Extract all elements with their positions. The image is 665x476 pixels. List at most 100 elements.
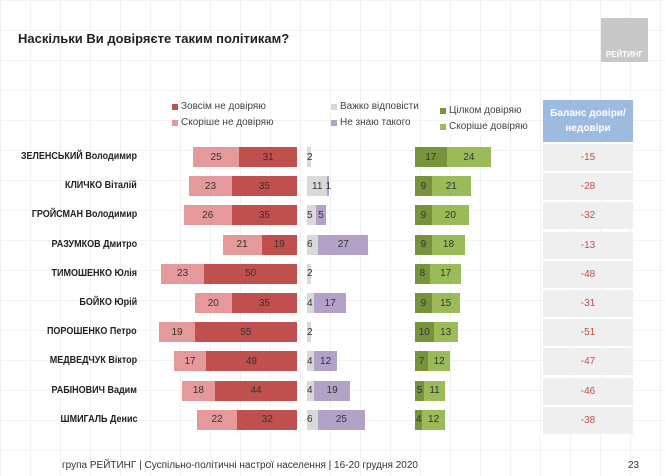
bar-rather-distrust: 22	[196, 409, 238, 430]
candidate-name: ЗЕЛЕНСЬКИЙ Володимир	[20, 151, 137, 162]
bar-hard-to-say: 2	[307, 147, 313, 167]
bar-dont-know: 17	[314, 293, 347, 313]
bar-rather-trust: 17	[429, 263, 462, 284]
bar-rather-trust: 12	[428, 351, 451, 372]
bar-hard-to-say: 5	[307, 205, 317, 226]
bar-fully-trust: 9	[415, 234, 432, 255]
candidate-name: ПОРОШЕНКО Петро	[47, 326, 137, 338]
bar-strong-distrust: 19	[261, 234, 297, 255]
bar-strong-distrust: 31	[239, 147, 297, 167]
legend-swatch	[331, 103, 337, 110]
bar-hard-to-say: 2	[307, 322, 313, 343]
bar-rather-trust: 11	[424, 380, 445, 401]
legend-swatch	[440, 123, 446, 130]
bar-dont-know: 19	[314, 380, 350, 401]
legend-label: Важко відповісти	[340, 101, 419, 112]
balance-header: Баланс довіри/недовіри	[543, 100, 633, 142]
legend-swatch	[440, 107, 446, 114]
bar-strong-distrust: 49	[205, 351, 297, 372]
balance-value: -13	[543, 231, 633, 259]
bar-rather-trust: 12	[422, 409, 445, 430]
balance-value: -51	[543, 319, 633, 347]
bar-strong-distrust: 55	[194, 322, 297, 343]
bar-fully-trust: 9	[415, 205, 432, 226]
bar-fully-trust: 7	[415, 351, 429, 372]
bar-hard-to-say: 4	[307, 351, 315, 372]
candidate-name: ШМИГАЛЬ Денис	[60, 413, 137, 425]
legend-rather-trust: Скоріше довіряю	[440, 121, 528, 132]
bar-dont-know: 1	[326, 176, 331, 197]
bar-dont-know: 12	[314, 351, 337, 372]
bar-hard-to-say: 6	[307, 234, 319, 255]
balance-value: -28	[543, 173, 633, 201]
balance-value: -31	[543, 290, 633, 317]
bar-fully-trust: 9	[415, 293, 432, 313]
bar-hard-to-say: 11	[307, 176, 328, 197]
bar-fully-trust: 5	[415, 380, 425, 401]
bar-strong-distrust: 44	[215, 380, 297, 401]
legend-dont-know: Не знаю такого	[331, 117, 411, 128]
bar-hard-to-say: 2	[307, 263, 313, 284]
bar-rather-distrust: 21	[222, 234, 262, 255]
balance-value: -47	[543, 348, 633, 376]
bar-dont-know: 27	[318, 234, 369, 255]
legend-swatch	[331, 119, 337, 126]
bar-dont-know: 25	[318, 409, 365, 430]
balance-value: -38	[543, 406, 633, 434]
legend-strong-distrust: Зовсім не довіряю	[172, 101, 266, 112]
bar-rather-distrust: 17	[174, 351, 206, 372]
balance-value: -15	[543, 144, 633, 171]
bar-strong-distrust: 50	[204, 263, 297, 284]
bar-rather-distrust: 23	[189, 176, 232, 197]
candidate-name: БОЙКО Юрій	[79, 297, 137, 308]
bar-rather-trust: 20	[431, 205, 469, 226]
rating-logo: РЕЙТИНГ	[601, 18, 648, 62]
bar-hard-to-say: 4	[307, 380, 315, 401]
bar-rather-distrust: 19	[159, 322, 195, 343]
footer: група РЕЙТИНГ | Суспільно-політичні наст…	[62, 460, 418, 471]
bar-fully-trust: 17	[415, 147, 447, 167]
bar-rather-distrust: 25	[192, 147, 240, 167]
bar-dont-know: 5	[316, 205, 326, 226]
legend-label: Скоріше довіряю	[449, 121, 528, 132]
legend-fully-trust: Цілком довіряю	[440, 105, 521, 116]
bar-rather-trust: 21	[431, 176, 471, 197]
bar-rather-trust: 13	[433, 322, 458, 343]
slide-title: Наскільки Ви довіряєте таким політикам?	[18, 31, 290, 46]
page-number: 23	[628, 460, 640, 471]
candidate-name: ТИМОШЕНКО Юлія	[51, 267, 137, 279]
legend-label: Скоріше не довіряю	[181, 117, 274, 128]
bar-strong-distrust: 35	[231, 293, 297, 313]
bar-fully-trust: 4	[415, 409, 423, 430]
bar-rather-trust: 15	[431, 293, 460, 313]
legend-hard-to-say: Важко відповісти	[331, 101, 419, 112]
bar-strong-distrust: 35	[231, 176, 297, 197]
legend-label: Цілком довіряю	[449, 105, 522, 116]
bar-strong-distrust: 35	[231, 205, 297, 226]
logo-text: РЕЙТИНГ	[605, 50, 644, 59]
legend-swatch	[172, 103, 178, 110]
balance-value: -32	[543, 202, 633, 230]
candidate-name: МЕДВЕДЧУК Віктор	[49, 355, 137, 367]
legend-swatch	[172, 119, 178, 126]
bar-fully-trust: 10	[415, 322, 434, 343]
bar-fully-trust: 9	[415, 176, 432, 197]
legend-rather-distrust: Скоріше не довіряю	[172, 117, 274, 128]
balance-value: -48	[543, 260, 633, 288]
legend-label: Зовсім не довіряю	[181, 101, 266, 112]
candidate-name: РАБІНОВИЧ Вадим	[51, 384, 137, 396]
bar-rather-distrust: 18	[181, 380, 216, 401]
bar-hard-to-say: 4	[307, 293, 315, 313]
bar-rather-trust: 24	[446, 147, 492, 167]
bar-fully-trust: 8	[415, 263, 430, 284]
bar-strong-distrust: 32	[237, 409, 297, 430]
legend-label: Не знаю такого	[340, 117, 411, 128]
bar-rather-distrust: 20	[194, 293, 232, 313]
bar-rather-trust: 18	[431, 234, 466, 255]
bar-rather-distrust: 26	[183, 205, 232, 226]
bar-rather-distrust: 23	[161, 263, 204, 284]
bar-hard-to-say: 6	[307, 409, 319, 430]
candidate-name: РАЗУМКОВ Дмитро	[51, 238, 137, 250]
balance-value: -46	[543, 377, 633, 405]
